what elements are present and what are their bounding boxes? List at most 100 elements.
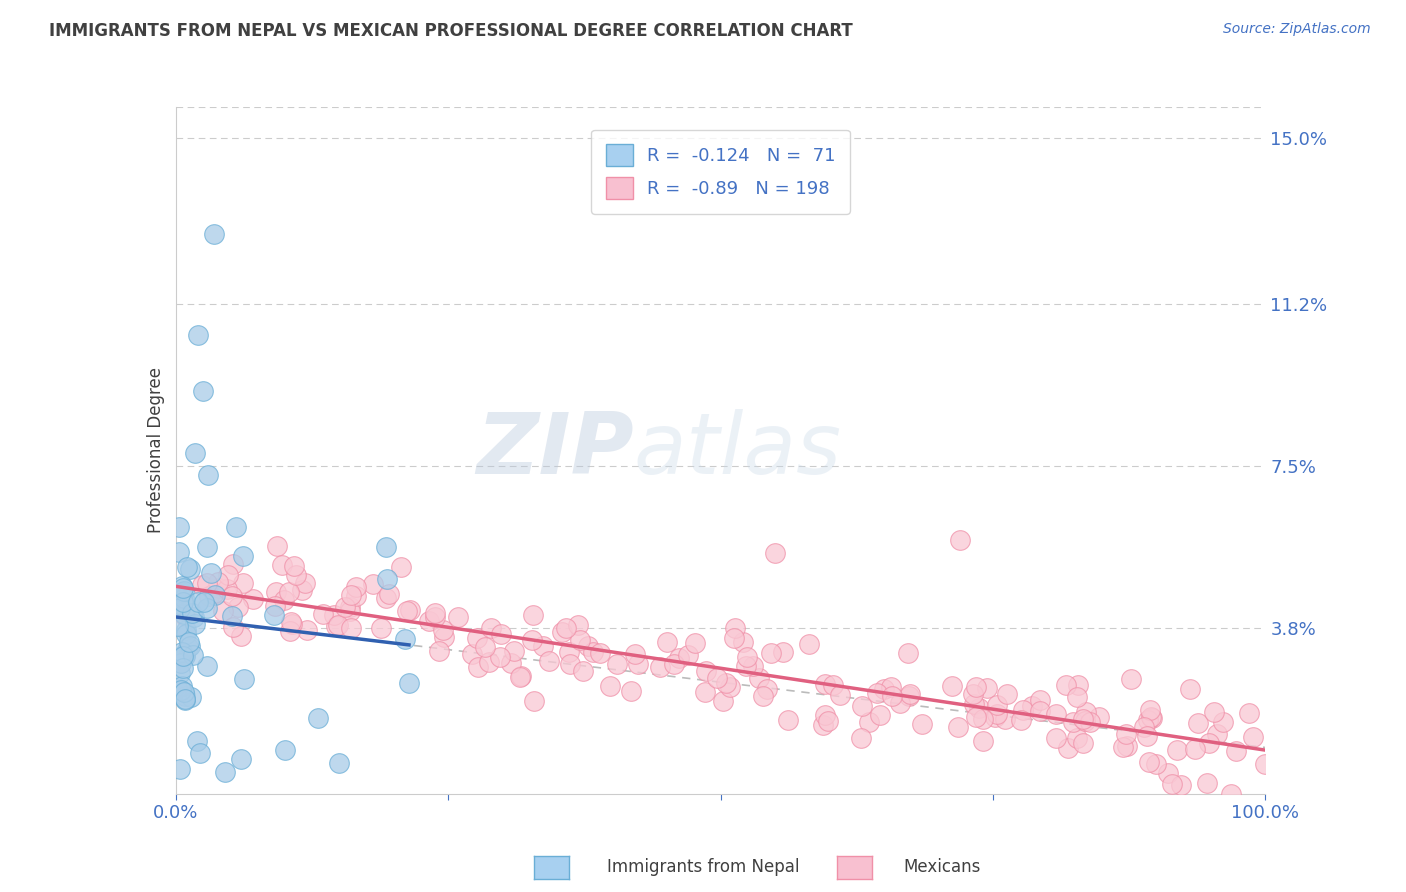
Point	[394, 632, 416, 646]
Point	[474, 640, 496, 655]
Point	[866, 686, 889, 700]
Point	[184, 617, 207, 632]
Point	[668, 651, 690, 665]
Point	[291, 583, 314, 598]
Point	[165, 589, 187, 603]
Point	[711, 694, 734, 708]
Point	[176, 560, 198, 574]
Point	[522, 608, 544, 623]
Point	[264, 599, 287, 613]
Point	[965, 680, 987, 694]
Point	[972, 712, 994, 726]
Point	[1139, 703, 1161, 717]
Point	[551, 624, 574, 639]
Point	[328, 617, 350, 632]
Point	[174, 627, 197, 641]
Point	[869, 707, 891, 722]
Point	[446, 610, 468, 624]
Point	[277, 584, 299, 599]
Point	[423, 609, 446, 624]
Point	[1057, 740, 1080, 755]
Point	[509, 670, 531, 684]
Point	[1029, 693, 1052, 707]
Point	[718, 680, 741, 694]
Point	[167, 602, 190, 616]
Point	[193, 595, 215, 609]
Point	[911, 717, 934, 731]
Point	[195, 540, 218, 554]
Point	[531, 639, 554, 653]
Point	[460, 648, 482, 662]
Point	[522, 633, 544, 648]
Point	[1253, 756, 1275, 771]
Point	[187, 595, 209, 609]
Point	[263, 608, 285, 623]
Point	[1119, 672, 1142, 686]
Point	[1136, 729, 1159, 743]
Point	[186, 327, 209, 342]
Point	[398, 676, 420, 690]
Point	[742, 659, 765, 673]
Point	[873, 681, 896, 696]
Point	[172, 581, 194, 595]
Point	[1212, 715, 1234, 730]
Point	[1021, 698, 1043, 713]
Point	[418, 614, 440, 628]
Point	[172, 648, 194, 663]
Point	[735, 649, 758, 664]
Point	[1115, 739, 1137, 753]
Point	[180, 690, 202, 704]
Text: atlas: atlas	[633, 409, 841, 492]
Point	[174, 649, 197, 664]
Point	[1062, 715, 1084, 730]
Point	[186, 734, 208, 748]
Point	[1074, 705, 1097, 719]
Point	[1157, 766, 1180, 780]
Point	[1133, 719, 1156, 733]
Point	[363, 576, 385, 591]
Point	[429, 644, 451, 658]
Point	[207, 574, 229, 589]
Point	[676, 648, 699, 663]
Point	[558, 645, 581, 659]
Point	[167, 520, 190, 534]
Point	[706, 671, 728, 685]
Point	[170, 585, 193, 599]
Point	[174, 692, 197, 706]
Point	[217, 568, 239, 582]
Point	[225, 520, 247, 534]
Point	[169, 665, 191, 680]
Point	[232, 576, 254, 591]
Point	[166, 588, 188, 602]
Point	[1220, 787, 1243, 801]
Text: ZIP: ZIP	[475, 409, 633, 492]
Point	[278, 624, 301, 638]
Point	[1166, 742, 1188, 756]
Point	[814, 677, 837, 691]
Point	[623, 647, 645, 661]
Point	[200, 566, 222, 580]
Point	[972, 733, 994, 747]
Text: Mexicans: Mexicans	[903, 858, 981, 876]
Point	[581, 645, 603, 659]
Point	[897, 646, 920, 660]
Point	[172, 661, 194, 675]
Point	[333, 600, 356, 615]
Point	[398, 603, 420, 617]
Point	[849, 731, 872, 745]
Point	[214, 764, 236, 779]
Point	[620, 684, 643, 698]
Point	[174, 623, 197, 637]
Point	[851, 698, 873, 713]
Point	[295, 623, 318, 637]
Legend: R =  -0.124   N =  71, R =  -0.89   N = 198: R = -0.124 N = 71, R = -0.89 N = 198	[591, 130, 851, 213]
Point	[599, 680, 621, 694]
Point	[1012, 703, 1035, 717]
Point	[179, 639, 201, 653]
Point	[211, 604, 233, 618]
Point	[479, 621, 502, 635]
Point	[232, 549, 254, 564]
Point	[202, 586, 225, 600]
Point	[489, 650, 512, 665]
Point	[1087, 710, 1109, 724]
